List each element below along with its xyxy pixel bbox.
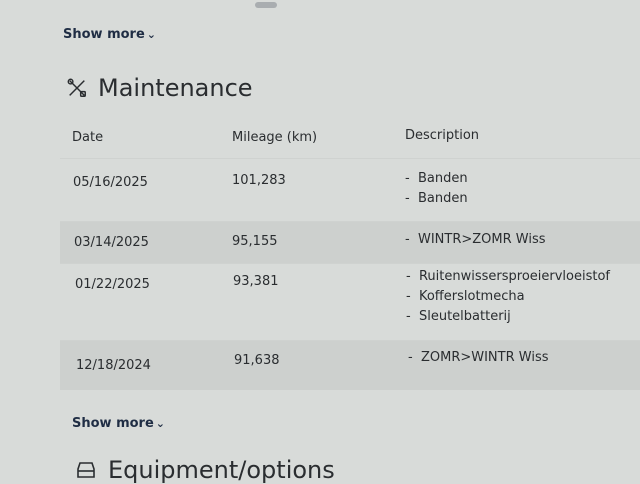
row-date: 05/16/2025 bbox=[73, 175, 148, 190]
column-header-mileage: Mileage (km) bbox=[232, 130, 318, 145]
chevron-down-icon: ⌄ bbox=[146, 28, 157, 41]
car-icon bbox=[77, 462, 95, 478]
table-row: 05/16/2025 101,283 - Banden - Banden bbox=[60, 158, 640, 221]
column-header-description: Description bbox=[405, 128, 480, 143]
table-row: 01/22/2025 93,381 - Ruitenwissersproeier… bbox=[60, 263, 640, 340]
scroll-indicator bbox=[255, 2, 277, 8]
row-description: - Ruitenwissersproeiervloeistof - Koffers… bbox=[406, 269, 610, 324]
next-section-title: Equipment/options bbox=[74, 456, 335, 484]
row-date: 12/18/2024 bbox=[76, 358, 151, 373]
chevron-down-icon: ⌄ bbox=[155, 417, 166, 430]
section-title-text: Maintenance bbox=[98, 74, 253, 102]
row-description: - Banden - Banden bbox=[405, 171, 468, 206]
show-more-label: Show more bbox=[63, 27, 145, 42]
row-date: 01/22/2025 bbox=[75, 277, 150, 292]
row-mileage: 95,155 bbox=[232, 234, 278, 249]
row-mileage: 101,283 bbox=[232, 173, 286, 188]
column-header-date: Date bbox=[72, 130, 104, 145]
table-row: 03/14/2025 95,155 - WINTR>ZOMR Wiss bbox=[60, 221, 640, 263]
wrench-screwdriver-icon bbox=[67, 78, 86, 97]
show-more-top-button[interactable]: Show more ⌄ bbox=[63, 27, 156, 42]
show-more-label: Show more bbox=[72, 416, 154, 431]
row-date: 03/14/2025 bbox=[74, 235, 149, 250]
row-mileage: 93,381 bbox=[233, 274, 279, 289]
row-mileage: 91,638 bbox=[234, 353, 280, 368]
row-description: - ZOMR>WINTR Wiss bbox=[408, 350, 549, 365]
next-section-title-text: Equipment/options bbox=[108, 456, 335, 484]
table-row: 12/18/2024 91,638 - ZOMR>WINTR Wiss bbox=[60, 340, 640, 390]
row-description: - WINTR>ZOMR Wiss bbox=[405, 232, 546, 247]
section-title: Maintenance bbox=[66, 74, 253, 102]
show-more-bottom-button[interactable]: Show more ⌄ bbox=[72, 416, 165, 431]
